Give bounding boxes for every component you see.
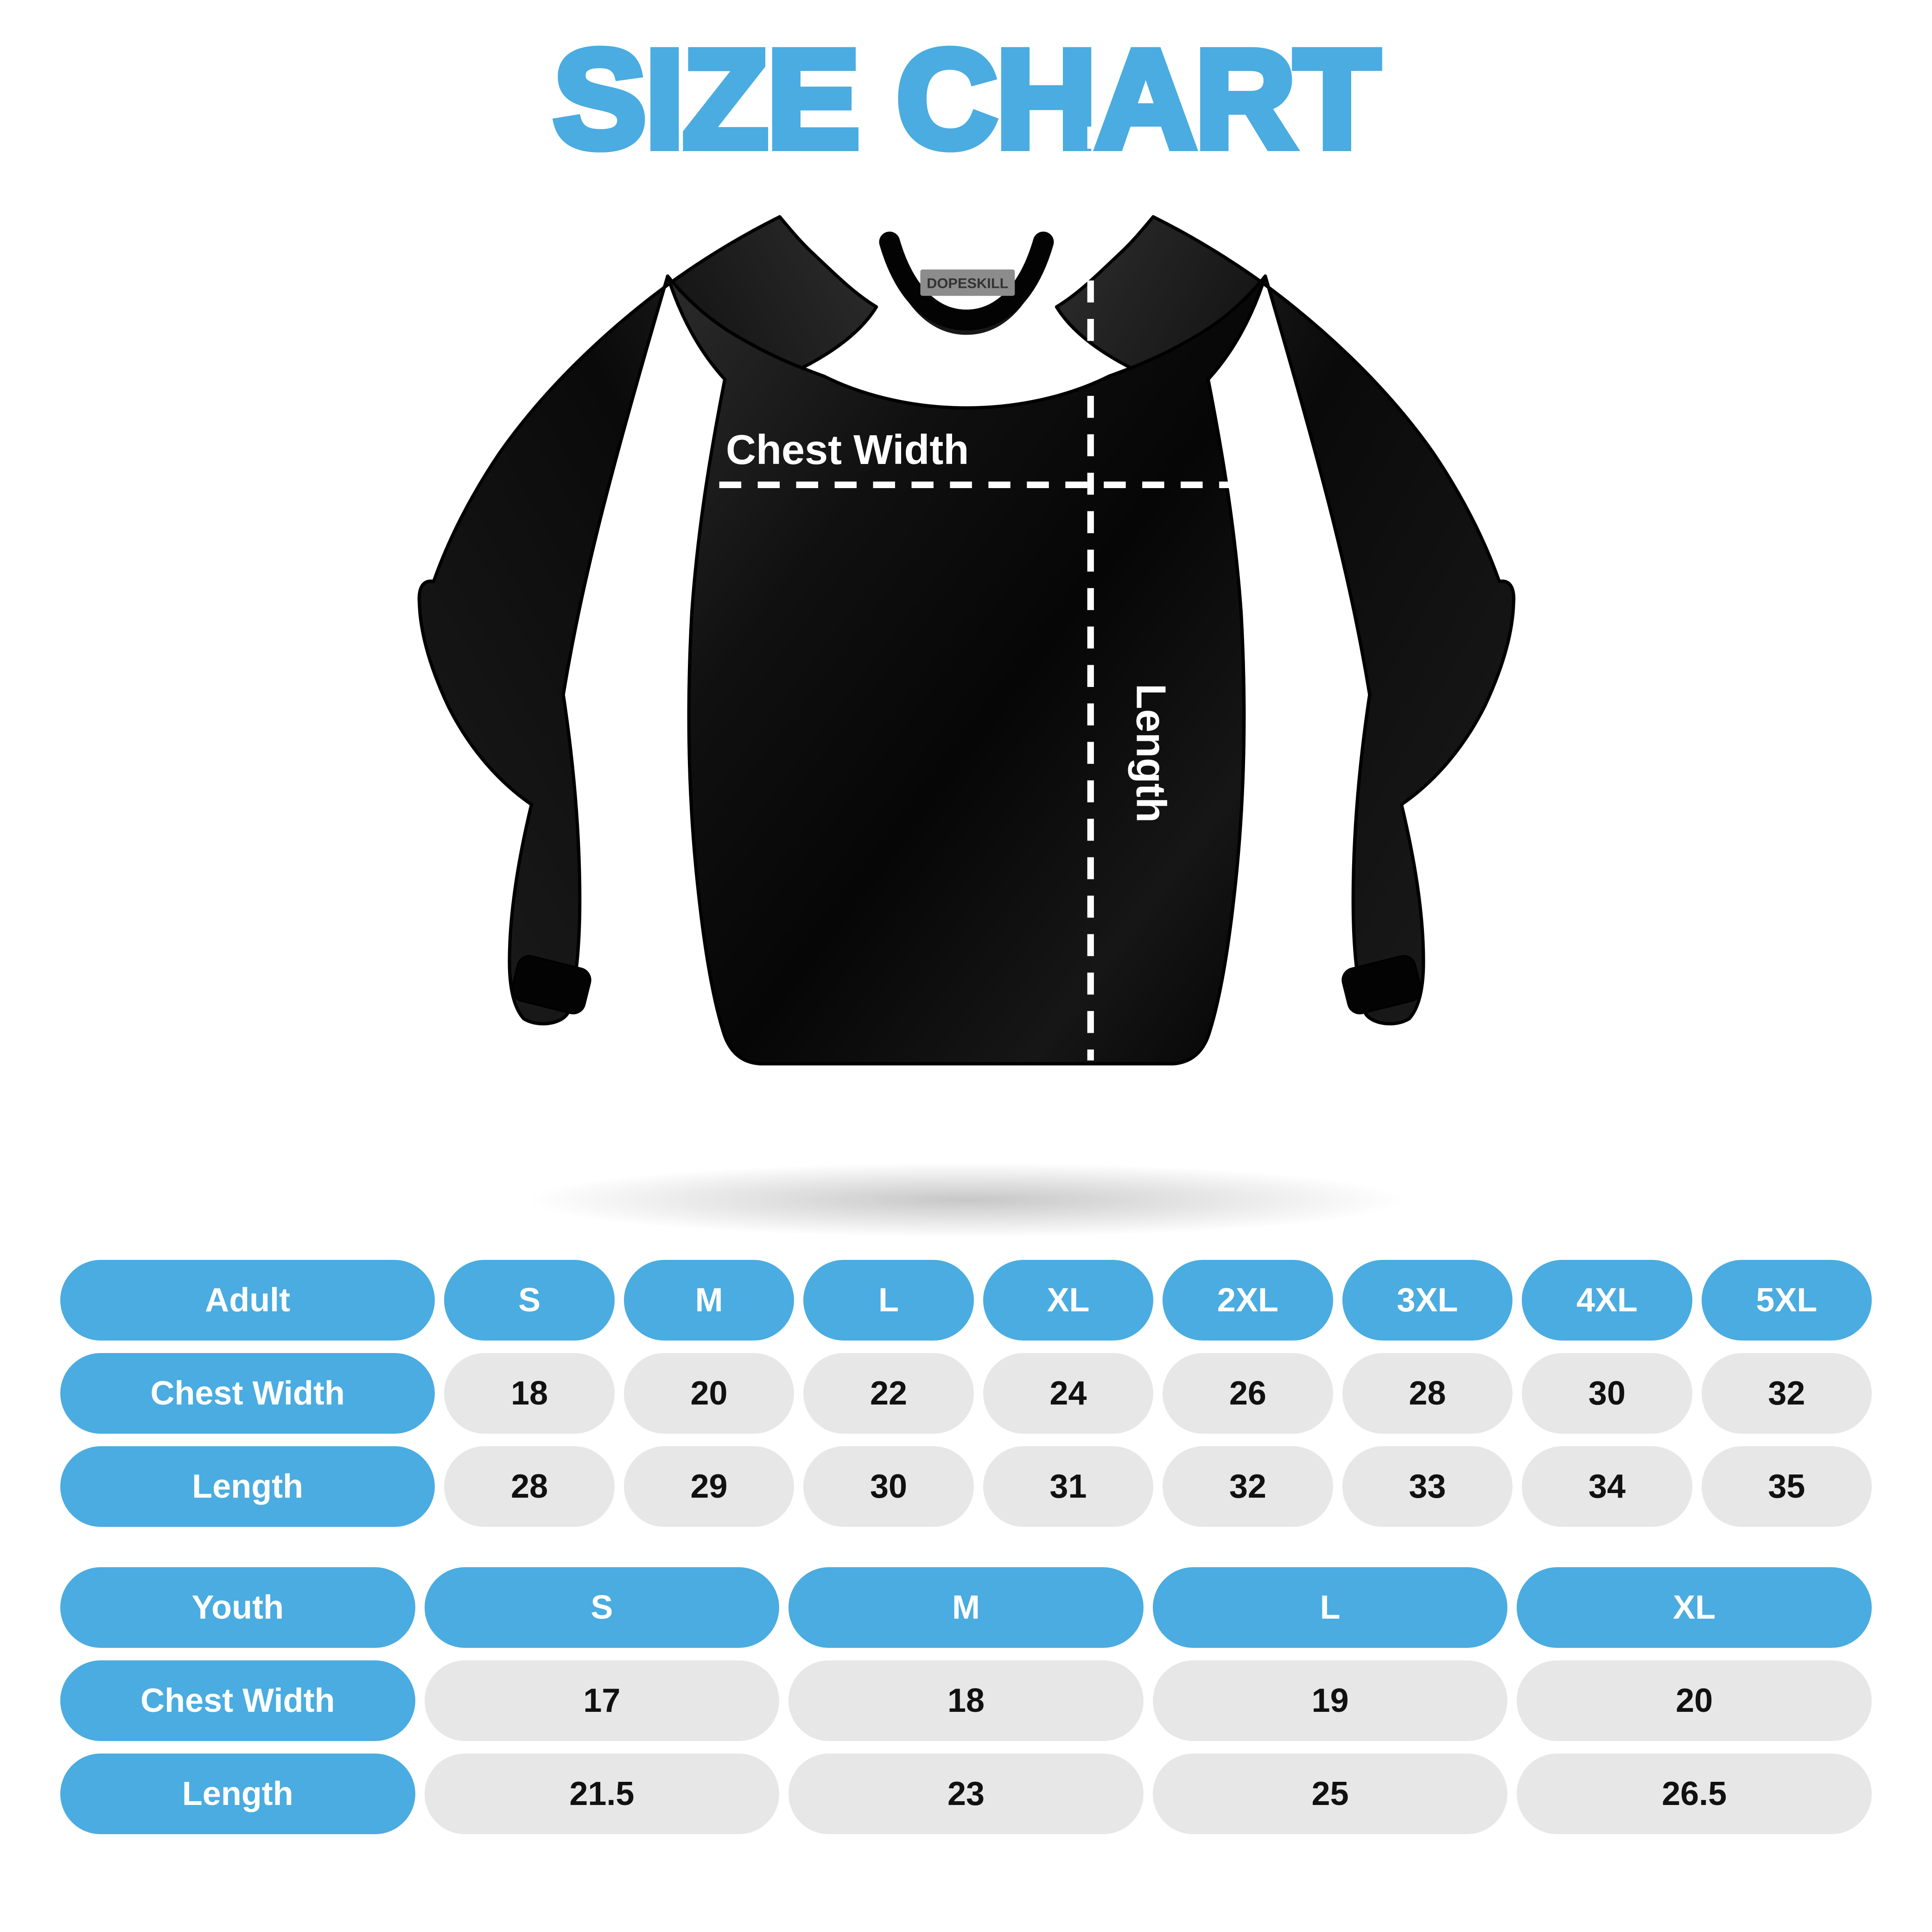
svg-text:DOPESKILL: DOPESKILL <box>927 275 1008 292</box>
svg-text:Chest Width: Chest Width <box>726 426 969 473</box>
svg-text:Length: Length <box>1127 684 1174 823</box>
